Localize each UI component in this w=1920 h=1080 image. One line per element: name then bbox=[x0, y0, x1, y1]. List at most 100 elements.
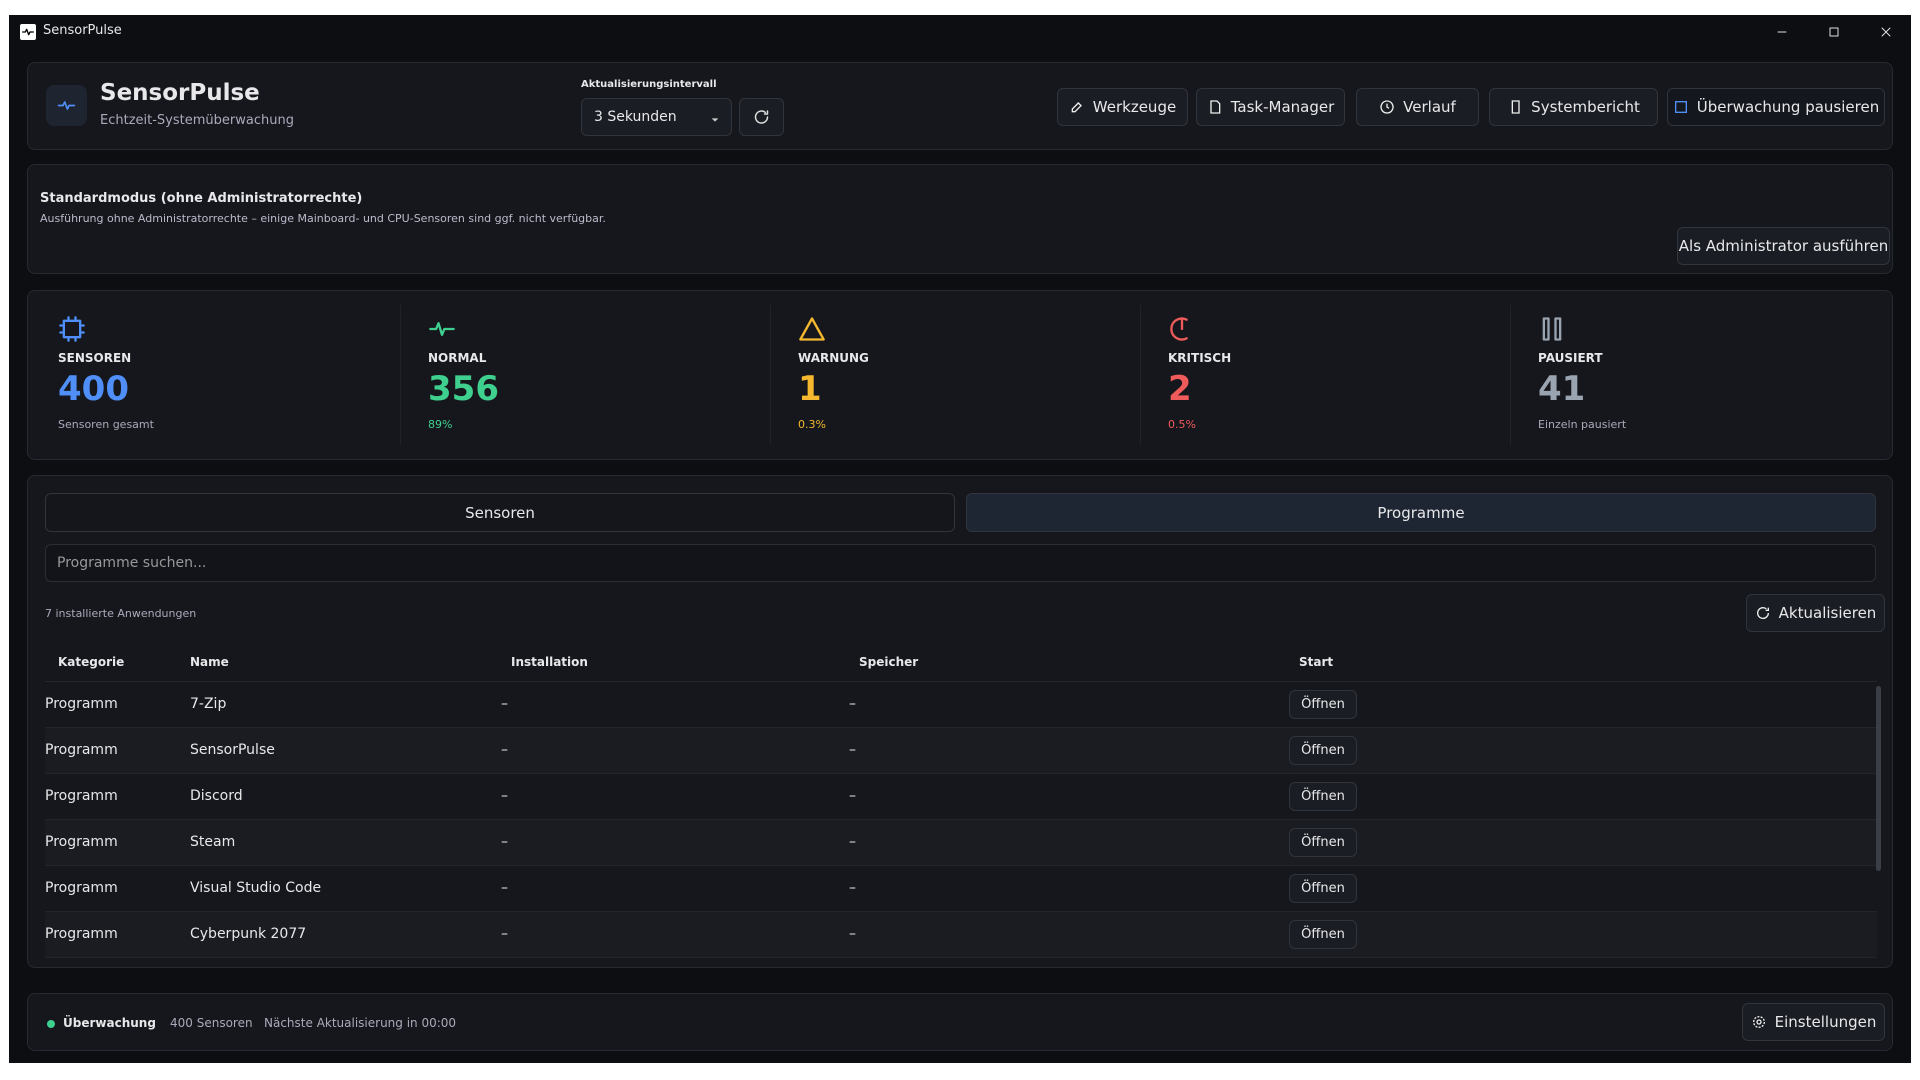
header-button[interactable]: Task-Manager bbox=[1196, 88, 1345, 126]
table-row bbox=[45, 866, 1877, 912]
stat-value: 1 bbox=[798, 369, 822, 409]
cell: 7-Zip bbox=[190, 696, 227, 712]
cell: – bbox=[501, 742, 508, 758]
button-icon bbox=[1752, 1016, 1765, 1028]
stat-sub: 89% bbox=[428, 418, 453, 431]
notice-title: Standardmodus (ohne Administratorrechte) bbox=[40, 191, 363, 206]
status-dot bbox=[47, 1020, 55, 1028]
dropdown-arrow bbox=[710, 113, 720, 123]
status-label: Überwachung bbox=[63, 1016, 156, 1030]
app-window: SensorPulse SensorPulse Echtzeit-Systemübe… bbox=[9, 15, 1911, 1063]
open-button[interactable]: Öffnen bbox=[1289, 874, 1357, 903]
stat-divider bbox=[1510, 305, 1511, 445]
open-button[interactable]: Öffnen bbox=[1289, 782, 1357, 811]
cell: – bbox=[849, 696, 856, 712]
stat-value: 2 bbox=[1168, 369, 1192, 409]
open-button[interactable]: Öffnen bbox=[1289, 920, 1357, 949]
stat-divider bbox=[770, 305, 771, 445]
header-card: SensorPulse Echtzeit-Systemüberwachung Akt… bbox=[27, 62, 1893, 150]
button-icon bbox=[1380, 100, 1394, 114]
app-name: SensorPulse bbox=[100, 80, 260, 106]
button-label: Einstellungen bbox=[1774, 1013, 1877, 1031]
stat-icon bbox=[1538, 315, 1566, 343]
cell: – bbox=[849, 926, 856, 942]
table-header bbox=[45, 645, 1877, 682]
interval-label: Aktualisierungsintervall bbox=[581, 79, 717, 90]
window-control bbox=[1826, 24, 1842, 40]
cell: Programm bbox=[45, 742, 118, 758]
table-row bbox=[45, 774, 1877, 820]
table-row bbox=[45, 912, 1877, 958]
open-button[interactable]: Öffnen bbox=[1289, 736, 1357, 765]
column-header: Kategorie bbox=[58, 655, 125, 669]
button-label: Aktualisieren bbox=[1778, 604, 1877, 622]
stat-sub: 0.3% bbox=[798, 418, 826, 431]
button-icon bbox=[1071, 102, 1082, 113]
cell: – bbox=[501, 696, 508, 712]
header-button[interactable]: Werkzeuge bbox=[1057, 88, 1188, 126]
column-header: Speicher bbox=[859, 655, 919, 669]
main-card: Sensoren Programme Programme suchen... 7 in… bbox=[27, 475, 1893, 968]
cell: – bbox=[501, 880, 508, 896]
stat-label: NORMAL bbox=[428, 351, 487, 365]
cell: Steam bbox=[190, 834, 236, 850]
button-icon bbox=[1674, 101, 1687, 113]
tab[interactable]: Sensoren bbox=[45, 493, 955, 532]
table-row bbox=[45, 682, 1877, 728]
stat-divider bbox=[1140, 305, 1141, 445]
cell: – bbox=[501, 788, 508, 804]
program-count: 7 installierte Anwendungen bbox=[45, 607, 197, 620]
button-label: Werkzeuge bbox=[1092, 98, 1177, 116]
button-icon bbox=[1210, 100, 1221, 114]
search-input[interactable]: Programme suchen... bbox=[45, 544, 1876, 582]
stat-icon bbox=[798, 315, 826, 343]
scrollbar bbox=[1876, 686, 1881, 871]
stat-sub: Sensoren gesamt bbox=[58, 418, 154, 431]
stat-label: PAUSIERT bbox=[1538, 351, 1603, 365]
cell: Discord bbox=[190, 788, 243, 804]
cell: – bbox=[849, 880, 856, 896]
refresh-interval bbox=[739, 98, 784, 136]
cell: – bbox=[501, 834, 508, 850]
header-button[interactable]: Überwachung pausieren bbox=[1667, 88, 1885, 126]
cell: – bbox=[849, 742, 856, 758]
button-icon bbox=[1756, 607, 1769, 619]
stat-sub: Einzeln pausiert bbox=[1538, 418, 1627, 431]
stat-divider bbox=[400, 305, 401, 445]
open-button[interactable]: Öffnen bbox=[1289, 690, 1357, 719]
button-icon bbox=[1511, 100, 1520, 114]
cell: – bbox=[849, 834, 856, 850]
cell: Programm bbox=[45, 926, 118, 942]
table-row bbox=[45, 820, 1877, 866]
stats-card: SENSOREN 400 Sensoren gesamt NORMAL 356 89% WA… bbox=[27, 290, 1893, 460]
stat-icon bbox=[58, 315, 86, 343]
stat-label: SENSOREN bbox=[58, 351, 132, 365]
refresh-button[interactable]: Aktualisieren bbox=[1746, 594, 1885, 632]
sensor-count: 400 Sensoren bbox=[170, 1016, 253, 1030]
button-label: Task-Manager bbox=[1230, 98, 1335, 116]
stat-label: KRITISCH bbox=[1168, 351, 1232, 365]
stat-value: 356 bbox=[428, 369, 499, 409]
header-button[interactable]: Verlauf bbox=[1356, 88, 1479, 126]
column-header: Name bbox=[190, 655, 229, 669]
cell: Programm bbox=[45, 788, 118, 804]
cell: – bbox=[849, 788, 856, 804]
stat-value: 400 bbox=[58, 369, 129, 409]
open-button[interactable]: Öffnen bbox=[1289, 828, 1357, 857]
footer-card: Überwachung 400 Sensoren Nächste Aktualisi… bbox=[27, 993, 1893, 1051]
title-bar bbox=[9, 15, 1911, 49]
cell: Programm bbox=[45, 880, 118, 896]
app-subtitle: Echtzeit-Systemüberwachung bbox=[100, 113, 294, 128]
column-header: Installation bbox=[511, 655, 588, 669]
button-label: Systembericht bbox=[1531, 98, 1640, 116]
settings-button[interactable]: Einstellungen bbox=[1742, 1003, 1885, 1041]
header-button[interactable]: Systembericht bbox=[1489, 88, 1658, 126]
cell: Visual Studio Code bbox=[190, 880, 322, 896]
tab[interactable]: Programme bbox=[966, 493, 1876, 532]
interval-select[interactable]: 3 Sekunden bbox=[581, 98, 732, 136]
stat-icon bbox=[1168, 315, 1196, 343]
cell: Programm bbox=[45, 696, 118, 712]
admin-button[interactable]: Als Administrator ausführen bbox=[1677, 227, 1890, 265]
cell: – bbox=[501, 926, 508, 942]
